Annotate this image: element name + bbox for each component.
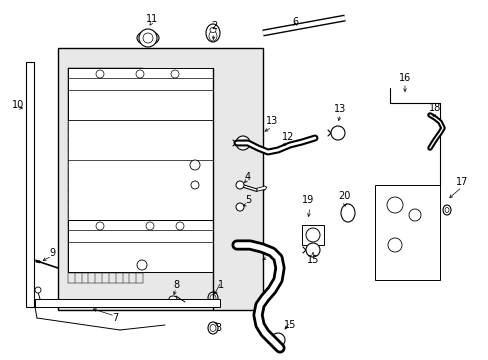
Ellipse shape	[209, 294, 216, 302]
Text: 2: 2	[210, 21, 217, 31]
Ellipse shape	[209, 27, 216, 32]
Bar	[68, 120, 213, 220]
Ellipse shape	[137, 31, 159, 45]
Bar	[26, 62, 34, 307]
Text: 4: 4	[244, 172, 250, 182]
Circle shape	[142, 33, 153, 43]
Text: 10: 10	[12, 100, 24, 110]
Text: 8: 8	[173, 280, 179, 290]
Bar	[35, 299, 220, 307]
Circle shape	[139, 29, 157, 47]
Circle shape	[236, 136, 249, 150]
Ellipse shape	[209, 324, 216, 332]
Circle shape	[236, 203, 244, 211]
Text: 17: 17	[455, 177, 467, 187]
Text: 1: 1	[218, 280, 224, 290]
Ellipse shape	[207, 292, 218, 304]
Text: 7: 7	[112, 313, 118, 323]
Ellipse shape	[208, 31, 217, 41]
Circle shape	[330, 126, 345, 140]
Circle shape	[96, 222, 104, 230]
Text: 15: 15	[283, 320, 296, 330]
Text: 13: 13	[265, 116, 278, 126]
Text: 12: 12	[281, 132, 294, 142]
Circle shape	[190, 160, 200, 170]
Ellipse shape	[169, 296, 177, 302]
Bar	[302, 225, 324, 245]
Text: 18: 18	[428, 103, 440, 113]
Circle shape	[270, 333, 285, 347]
Bar	[68, 220, 213, 272]
Text: 19: 19	[301, 195, 313, 205]
Text: 5: 5	[244, 195, 251, 205]
Text: 3: 3	[215, 323, 221, 333]
Circle shape	[191, 181, 199, 189]
Circle shape	[387, 238, 401, 252]
Text: 13: 13	[333, 104, 346, 114]
Circle shape	[236, 181, 244, 189]
Ellipse shape	[442, 205, 450, 215]
Circle shape	[176, 222, 183, 230]
Circle shape	[305, 228, 319, 242]
Ellipse shape	[444, 207, 448, 212]
Text: 9: 9	[49, 248, 55, 258]
Circle shape	[136, 70, 143, 78]
Circle shape	[305, 243, 319, 257]
Text: 14: 14	[262, 247, 274, 257]
Ellipse shape	[142, 34, 154, 42]
Circle shape	[137, 260, 147, 270]
FancyArrow shape	[255, 185, 266, 192]
Ellipse shape	[207, 322, 218, 334]
Bar	[68, 68, 213, 120]
Circle shape	[96, 70, 104, 78]
Bar	[58, 48, 263, 310]
Text: 11: 11	[145, 14, 158, 24]
Circle shape	[146, 222, 154, 230]
Text: 16: 16	[398, 73, 410, 83]
Circle shape	[386, 197, 402, 213]
Ellipse shape	[340, 204, 354, 222]
Ellipse shape	[205, 24, 220, 42]
FancyArrow shape	[36, 260, 40, 263]
Text: 6: 6	[291, 17, 298, 27]
Text: 15: 15	[306, 255, 319, 265]
Circle shape	[408, 209, 420, 221]
Text: 20: 20	[337, 191, 349, 201]
Circle shape	[35, 287, 41, 293]
Circle shape	[171, 70, 179, 78]
Bar	[374, 185, 439, 280]
